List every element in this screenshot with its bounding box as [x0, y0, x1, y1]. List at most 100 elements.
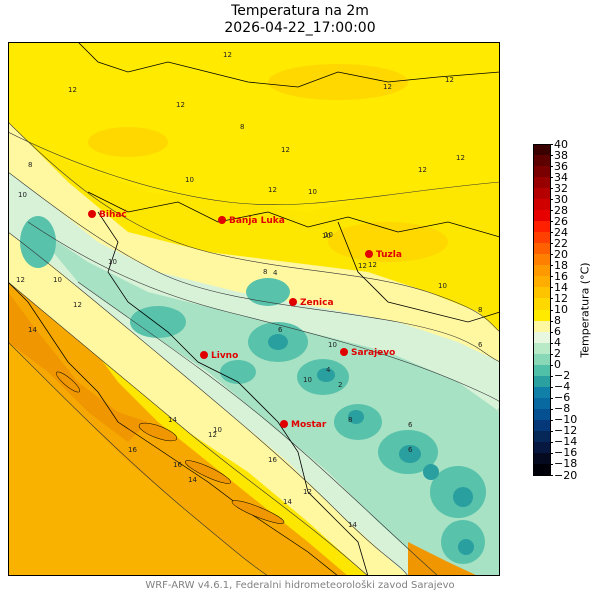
- colorbar-segment: [533, 166, 550, 178]
- colorbar-tick-mark: [550, 287, 553, 289]
- colorbar-tick-mark: [550, 364, 553, 366]
- contour-label: 12: [281, 146, 290, 154]
- colorbar-tick-label: 12: [554, 291, 568, 305]
- contour-label: 8: [478, 306, 482, 314]
- colorbar-tick-label: −2: [554, 369, 571, 383]
- colorbar-tick-mark: [550, 199, 553, 201]
- colorbar-tick-label: −8: [554, 402, 571, 416]
- colorbar-tick-mark: [550, 452, 553, 454]
- contour-label: 10: [213, 426, 222, 434]
- colorbar-tick-label: 10: [554, 303, 568, 316]
- contour-label: 12: [383, 83, 392, 91]
- colorbar-segment: [533, 210, 550, 222]
- colorbar-tick-label: 24: [554, 225, 568, 239]
- colorbar-tick-mark: [550, 210, 553, 212]
- coldest-cores: [268, 334, 474, 555]
- colorbar-segment: [533, 254, 550, 266]
- title-line1: Temperatura na 2m: [231, 3, 369, 19]
- colorbar-tick-mark: [550, 254, 553, 256]
- city-marker: [280, 420, 288, 428]
- contour-label: 10: [322, 232, 331, 240]
- colorbar-tick-mark: [550, 265, 553, 267]
- borders: [77, 42, 500, 576]
- colorbar-tick-label: −10: [554, 413, 578, 427]
- contour-label: 4: [326, 366, 331, 374]
- warm-patches: [88, 64, 448, 262]
- contour-label: 12: [223, 51, 232, 59]
- colorbar-tick-mark: [550, 144, 553, 145]
- colorbar-segment: [533, 298, 550, 310]
- colorbar-segment: [533, 221, 550, 233]
- contour-label: 12: [16, 276, 25, 284]
- city-marker: [218, 216, 226, 224]
- contour-label: 16: [173, 461, 182, 469]
- colorbar-tick-mark: [550, 408, 553, 410]
- colorbar-tick-mark: [550, 166, 553, 168]
- colorbar-segment: [533, 144, 550, 156]
- colorbar-tick-mark: [550, 475, 553, 476]
- contour-label: 12: [176, 101, 185, 109]
- colorbar-tick-label: −16: [554, 446, 578, 460]
- colorbar-segment: [533, 199, 550, 211]
- colorbar-tick-label: 32: [554, 181, 568, 195]
- city-label: Sarajevo: [351, 348, 395, 358]
- contour-label: 12: [456, 154, 465, 162]
- contour-label: 10: [324, 231, 333, 239]
- colorbar: [533, 144, 551, 476]
- colorbar-segment: [533, 375, 550, 388]
- colorbar-segment: [533, 243, 550, 255]
- colorbar-frame: [533, 144, 551, 476]
- colorbar-segment: [533, 342, 550, 355]
- colorbar-tick-label: 2: [554, 347, 561, 361]
- colorbar-segment: [533, 353, 550, 366]
- colorbar-tick-mark: [550, 276, 553, 278]
- title-line2: 2026-04-22_17:00:00: [224, 20, 376, 36]
- colorbar-segment: [533, 441, 550, 454]
- colorbar-tick-mark: [550, 320, 553, 322]
- colorbar-tick-label: −12: [554, 424, 578, 438]
- contour-label: 2: [338, 381, 342, 389]
- south-coast-strip: [408, 542, 478, 576]
- city-marker: [88, 210, 96, 218]
- colorbar-tick-mark: [550, 342, 553, 344]
- map-frame: [8, 42, 500, 576]
- contour-label: 6: [408, 421, 413, 429]
- colorbar-tick-mark: [550, 419, 553, 421]
- contour-label: 12: [418, 166, 427, 174]
- colorbar-tick-mark: [550, 243, 553, 245]
- contour-label: 4: [273, 269, 278, 277]
- contour-label: 10: [328, 341, 337, 349]
- colorbar-segment: [533, 331, 550, 344]
- colorbar-tick-mark: [550, 331, 553, 333]
- colorbar-segment: [533, 452, 550, 465]
- city-label: Banja Luka: [229, 216, 285, 226]
- colorbar-segment: [533, 287, 550, 299]
- colorbar-label: Temperatura (°C): [578, 262, 592, 358]
- contour-label: 10: [53, 276, 62, 284]
- city-label: Tuzla: [376, 250, 402, 260]
- colorbar-tick-mark: [550, 188, 553, 190]
- colorbar-segment: [533, 364, 550, 377]
- contour-label: 10: [18, 191, 27, 199]
- colorbar-tick-mark: [550, 463, 553, 465]
- colorbar-segment: [533, 320, 550, 333]
- city-markers: Bihać Banja Luka Tuzla Zenica Livno Sarajevo M…: [88, 209, 402, 430]
- colorbar-tick-label: 20: [554, 247, 568, 261]
- contour-label: 6: [278, 326, 283, 334]
- contour-label: 12: [358, 262, 367, 270]
- colorbar-segment: [533, 309, 550, 322]
- colorbar-tick-label: 8: [554, 314, 561, 328]
- colorbar-tick-label: 22: [554, 236, 568, 250]
- colorbar-tick-mark: [550, 177, 553, 179]
- coastline: [8, 281, 339, 576]
- colorbar-segment: [533, 177, 550, 189]
- colorbar-tick-label: −4: [554, 380, 571, 394]
- contour-label: 8: [240, 123, 244, 131]
- colorbar-segment: [533, 276, 550, 288]
- contour-label: 8: [263, 268, 267, 276]
- city-label: Bihać: [99, 209, 127, 220]
- contour-label: 6: [478, 341, 483, 349]
- contour-label: 6: [408, 446, 413, 454]
- colorbar-segment: [533, 408, 550, 421]
